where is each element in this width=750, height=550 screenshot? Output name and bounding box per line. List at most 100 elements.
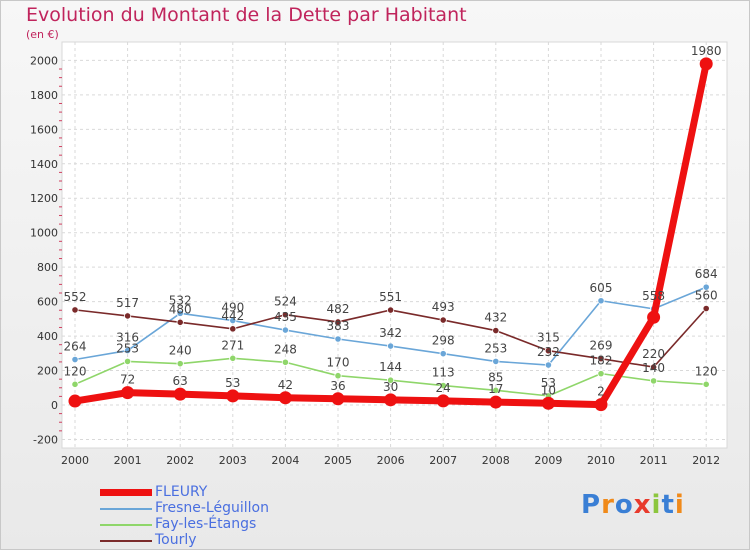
data-point-fresne-l-guillon xyxy=(124,346,132,355)
data-point-tourly xyxy=(649,363,658,371)
x-tick-label: 2000 xyxy=(61,454,89,467)
data-point-tourly xyxy=(386,306,395,314)
data-label-fay-les-tangs: 182 xyxy=(590,354,613,368)
y-tick-label: 2000 xyxy=(30,54,58,67)
data-label-fresne-l-guillon: 435 xyxy=(274,310,297,324)
data-label-tourly: 480 xyxy=(169,302,192,316)
data-point-fresne-l-guillon xyxy=(386,342,395,350)
logo-letter: o xyxy=(614,490,634,520)
x-tick-label: 2002 xyxy=(166,454,194,467)
data-label-fay-les-tangs: 120 xyxy=(695,364,718,378)
y-tick-label: 0 xyxy=(51,399,58,412)
data-point-tourly xyxy=(492,326,500,335)
data-label-fresne-l-guillon: 490 xyxy=(221,301,244,315)
data-point-fay-les-tangs xyxy=(176,360,184,368)
logo-letter: x xyxy=(633,490,652,520)
data-point-fleury xyxy=(489,395,503,409)
data-label-fleury: 17 xyxy=(488,382,503,396)
data-point-fleury xyxy=(121,386,135,400)
data-point-tourly xyxy=(702,304,710,313)
data-label-tourly: 560 xyxy=(695,289,718,303)
data-label-tourly: 220 xyxy=(642,347,665,361)
data-point-fleury xyxy=(278,391,292,405)
x-tick-label: 2004 xyxy=(271,454,299,467)
x-tick-label: 2012 xyxy=(692,454,720,467)
data-point-fleury xyxy=(541,396,555,410)
data-point-fay-les-tangs xyxy=(334,372,342,380)
data-point-fay-les-tangs xyxy=(492,386,500,394)
data-label-fresne-l-guillon: 232 xyxy=(537,345,560,359)
data-point-tourly xyxy=(334,318,342,326)
data-label-tourly: 269 xyxy=(590,339,613,353)
data-label-fay-les-tangs: 170 xyxy=(327,356,350,370)
logo-letter: P xyxy=(581,490,602,520)
data-point-tourly xyxy=(439,316,447,324)
data-label-fresne-l-guillon: 532 xyxy=(169,293,192,307)
data-label-fleury: 53 xyxy=(225,376,240,390)
chart-title: Evolution du Montant de la Dette par Hab… xyxy=(26,4,467,26)
logo-letter: i xyxy=(674,490,685,520)
data-point-fleury xyxy=(173,387,187,401)
data-label-fay-les-tangs: 53 xyxy=(541,376,556,390)
data-point-fleury xyxy=(226,389,240,403)
data-point-fleury xyxy=(436,394,450,408)
x-tick-label: 2010 xyxy=(587,454,615,467)
legend-swatch-fay-les-etangs xyxy=(100,524,152,526)
x-tick-label: 2011 xyxy=(640,454,668,467)
y-tick-label: 1000 xyxy=(30,227,58,240)
y-tick-label: 1600 xyxy=(30,123,58,136)
data-label-fleury: 30 xyxy=(383,380,398,394)
data-label-fresne-l-guillon: 316 xyxy=(116,331,139,345)
data-point-fay-les-tangs xyxy=(71,380,79,388)
data-label-fresne-l-guillon: 383 xyxy=(327,319,350,333)
y-tick-label: 200 xyxy=(37,365,58,378)
data-point-fresne-l-guillon xyxy=(492,357,500,366)
data-label-fresne-l-guillon: 342 xyxy=(379,326,402,340)
y-tick-label: 600 xyxy=(37,296,58,309)
legend-swatch-fleury xyxy=(100,489,152,496)
data-label-tourly: 482 xyxy=(327,302,350,316)
y-tick-label: 1400 xyxy=(30,158,58,171)
data-point-fay-les-tangs xyxy=(124,357,132,366)
y-tick-label: 400 xyxy=(37,330,58,343)
data-label-fresne-l-guillon: 684 xyxy=(695,267,718,281)
data-point-tourly xyxy=(281,311,289,319)
y-tick-label: 1800 xyxy=(30,89,58,102)
y-tick-label: 1200 xyxy=(30,192,58,205)
data-label-fleury: 10 xyxy=(541,383,556,397)
data-label-fresne-l-guillon: 253 xyxy=(484,341,507,355)
data-point-fresne-l-guillon xyxy=(544,361,553,369)
data-point-tourly xyxy=(597,355,605,363)
logo-letter: i xyxy=(651,490,662,520)
data-label-fay-les-tangs: 240 xyxy=(169,344,192,358)
x-tick-label: 2006 xyxy=(377,454,405,467)
data-point-fay-les-tangs xyxy=(229,354,237,362)
data-point-fresne-l-guillon xyxy=(281,326,289,334)
data-point-fay-les-tangs xyxy=(386,376,395,384)
y-tick-label: 800 xyxy=(37,261,58,274)
data-point-fresne-l-guillon xyxy=(229,316,237,325)
legend-label-fleury: FLEURY xyxy=(155,484,208,500)
legend-swatch-tourly xyxy=(100,540,152,542)
legend-label-fresne-leguillon: Fresne-Léguillon xyxy=(155,500,269,516)
data-point-fay-les-tangs xyxy=(439,381,447,390)
data-label-fleury: 2 xyxy=(597,385,605,399)
data-point-fresne-l-guillon xyxy=(702,283,710,291)
data-label-tourly: 551 xyxy=(379,290,402,304)
data-label-tourly: 517 xyxy=(116,296,139,310)
data-label-fresne-l-guillon: 264 xyxy=(64,340,87,354)
data-label-tourly: 442 xyxy=(221,309,244,323)
data-label-tourly: 493 xyxy=(432,300,455,314)
data-label-fay-les-tangs: 85 xyxy=(488,370,503,384)
data-point-fleury xyxy=(699,57,713,71)
data-label-fay-les-tangs: 248 xyxy=(274,342,297,356)
data-point-tourly xyxy=(176,318,184,326)
y-tick-label: -200 xyxy=(33,433,58,446)
legend-label-tourly: Tourly xyxy=(155,532,197,548)
data-label-tourly: 315 xyxy=(537,331,560,345)
x-tick-label: 2001 xyxy=(114,454,142,467)
data-point-fleury xyxy=(384,393,398,407)
x-tick-label: 2009 xyxy=(534,454,562,467)
data-label-fay-les-tangs: 144 xyxy=(379,360,402,374)
data-label-fay-les-tangs: 253 xyxy=(116,341,139,355)
